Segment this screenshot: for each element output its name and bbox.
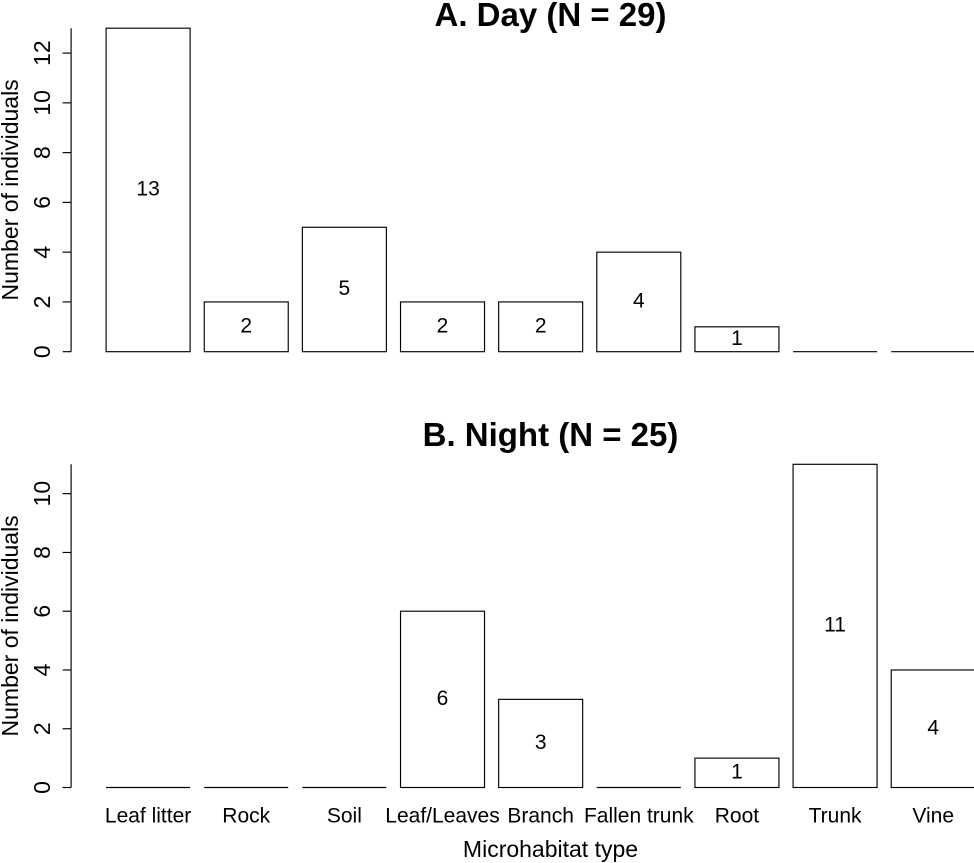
svg-text:Trunk: Trunk [809, 805, 862, 828]
svg-text:B. Night (N = 25): B. Night (N = 25) [423, 416, 679, 453]
svg-text:10: 10 [29, 90, 55, 116]
svg-text:8: 8 [29, 146, 55, 159]
svg-text:4: 4 [927, 716, 939, 739]
svg-text:2: 2 [29, 296, 55, 309]
svg-text:Root: Root [715, 805, 760, 828]
svg-text:Vine: Vine [912, 805, 954, 828]
svg-text:3: 3 [535, 731, 547, 754]
svg-text:Leaf/Leaves: Leaf/Leaves [385, 805, 499, 828]
svg-text:6: 6 [437, 687, 449, 710]
svg-text:Microhabitat type: Microhabitat type [463, 836, 638, 862]
svg-text:2: 2 [437, 314, 449, 337]
svg-text:6: 6 [29, 605, 55, 618]
svg-text:5: 5 [339, 277, 351, 300]
svg-text:Rock: Rock [222, 805, 270, 828]
svg-text:A. Day (N = 29): A. Day (N = 29) [435, 0, 667, 33]
svg-text:2: 2 [29, 722, 55, 735]
svg-text:2: 2 [535, 314, 547, 337]
svg-text:4: 4 [633, 289, 645, 312]
svg-text:13: 13 [136, 177, 159, 200]
svg-text:2: 2 [240, 314, 252, 337]
svg-text:Fallen trunk: Fallen trunk [584, 805, 694, 828]
svg-text:Branch: Branch [507, 805, 574, 828]
svg-text:6: 6 [29, 196, 55, 209]
svg-text:4: 4 [29, 246, 55, 259]
svg-text:8: 8 [29, 546, 55, 559]
svg-text:1: 1 [731, 327, 743, 350]
svg-text:Number of individuals: Number of individuals [0, 515, 23, 736]
svg-text:0: 0 [29, 781, 55, 794]
svg-text:4: 4 [29, 663, 55, 676]
svg-text:Leaf litter: Leaf litter [105, 805, 191, 828]
svg-text:Soil: Soil [327, 805, 362, 828]
svg-text:10: 10 [29, 481, 55, 507]
svg-text:0: 0 [29, 345, 55, 358]
svg-text:1: 1 [731, 760, 743, 783]
svg-text:Number of individuals: Number of individuals [0, 79, 23, 300]
svg-text:12: 12 [29, 40, 55, 66]
svg-text:11: 11 [824, 613, 846, 636]
